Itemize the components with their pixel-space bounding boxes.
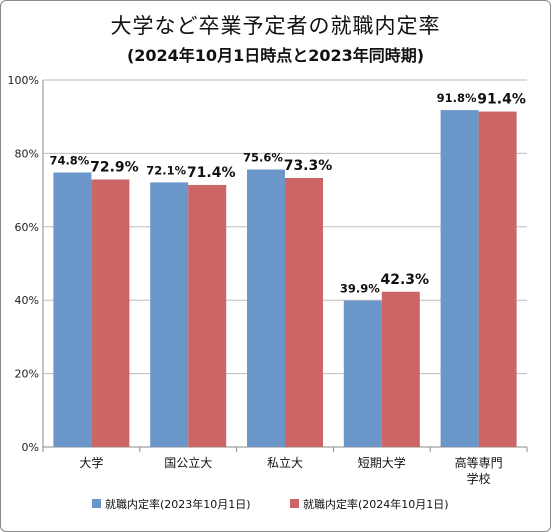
y-tick-label: 0% — [22, 441, 39, 454]
data-label: 72.9% — [90, 159, 139, 175]
legend-label: 就職内定率(2024年10月1日) — [303, 497, 449, 511]
x-category-label: 短期大学 — [358, 455, 406, 470]
x-category-label: 大学 — [79, 455, 103, 470]
data-label: 74.8% — [49, 153, 89, 167]
data-label: 42.3% — [381, 272, 430, 288]
legend-swatch — [290, 499, 299, 508]
bar-2024 — [285, 177, 323, 447]
data-label: 39.9% — [340, 282, 380, 296]
data-label: 91.8% — [437, 91, 477, 105]
data-label: 91.4% — [477, 92, 526, 108]
y-tick-label: 40% — [15, 294, 39, 307]
legend-label: 就職内定率(2023年10月1日) — [105, 497, 251, 511]
bar-2024 — [188, 184, 227, 447]
data-label: 72.1% — [146, 163, 186, 177]
y-tick-label: 60% — [15, 221, 39, 234]
bar-2024 — [478, 111, 517, 447]
x-category-label: 国公立大 — [164, 455, 212, 470]
y-tick-label: 80% — [15, 147, 39, 160]
chart-title: 大学など卒業予定者の就職内定率 — [110, 14, 441, 38]
y-tick-label: 20% — [15, 368, 39, 381]
bar-2024 — [381, 291, 420, 447]
data-label: 73.3% — [284, 158, 333, 174]
data-label: 75.6% — [243, 151, 283, 165]
bar-2023 — [247, 169, 285, 447]
y-tick-label: 100% — [8, 74, 39, 87]
bar-2023 — [150, 182, 189, 447]
bar-2024 — [91, 179, 130, 447]
x-category-label: 学校 — [467, 471, 491, 486]
legend-swatch — [92, 499, 101, 508]
data-label: 71.4% — [187, 165, 236, 181]
bar-2023 — [53, 172, 92, 447]
bar-2023 — [343, 300, 382, 447]
x-category-label: 高等専門 — [455, 455, 503, 470]
chart-subtitle: (2024年10月1日時点と2023年同時期) — [126, 46, 425, 65]
bar-2023 — [440, 110, 479, 448]
x-category-label: 私立大 — [267, 455, 303, 470]
